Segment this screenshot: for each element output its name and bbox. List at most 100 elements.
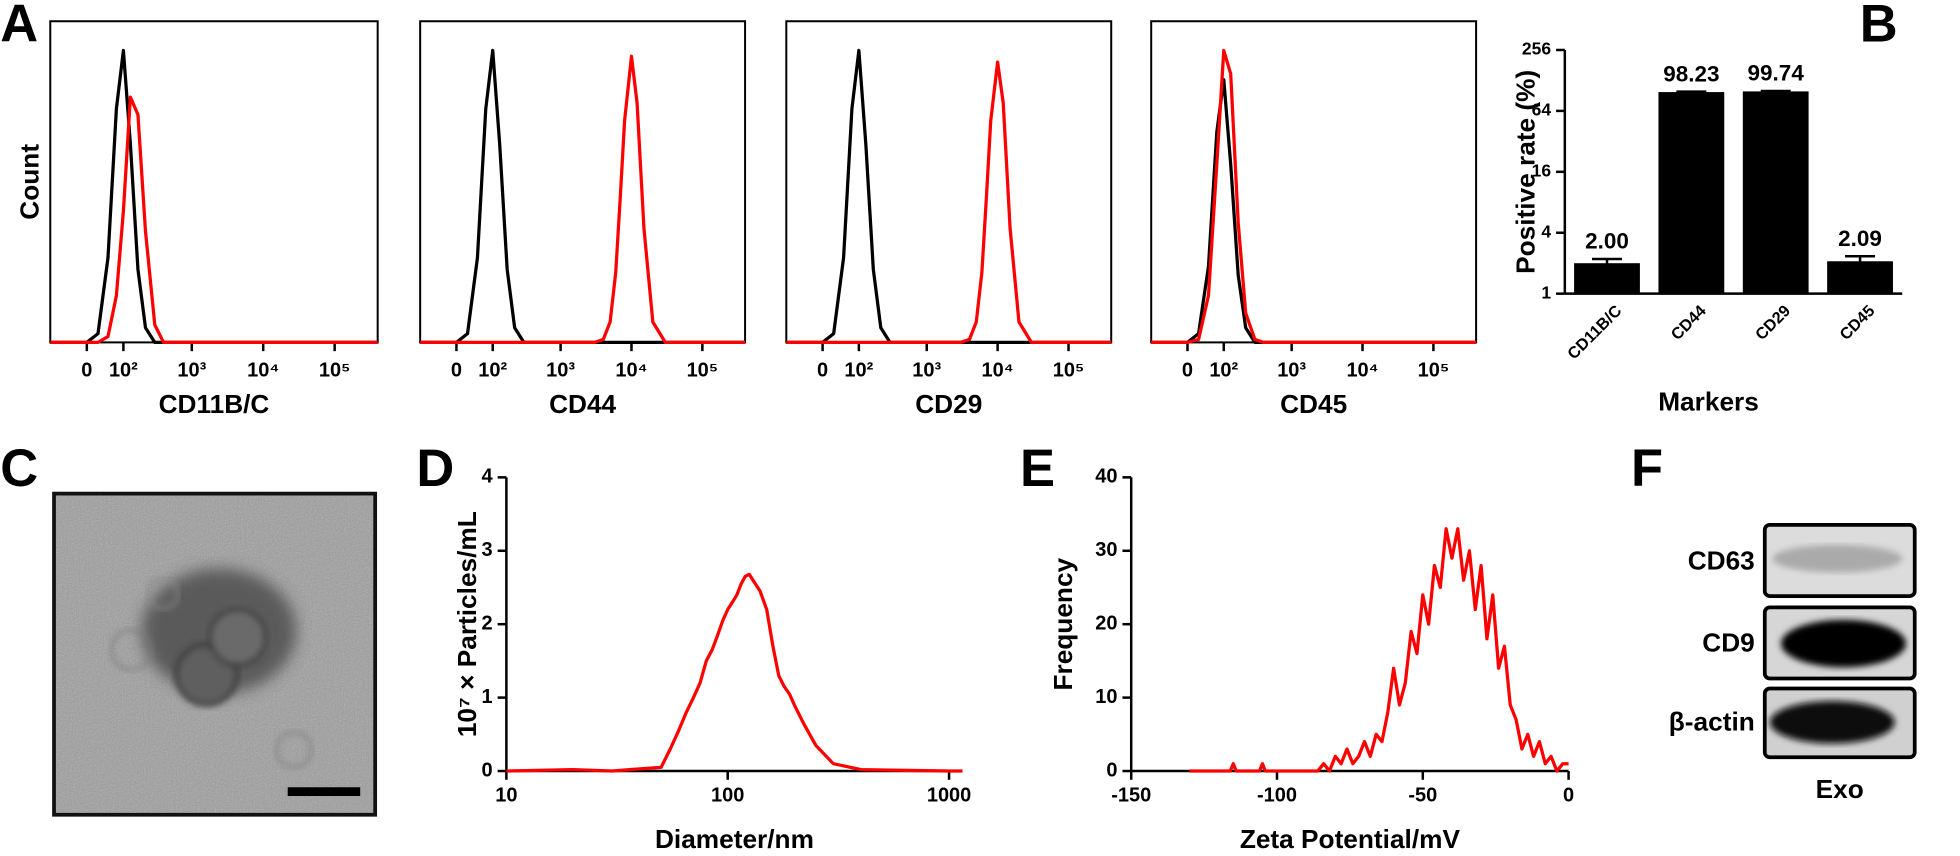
y-tick-label: 30 (1095, 539, 1117, 561)
x-tick-label: 10⁵ (319, 359, 351, 381)
x-tick-label: 1000 (927, 784, 971, 806)
data-line (506, 572, 963, 773)
x-axis-label: Diameter/nm (655, 824, 814, 854)
y-tick-label: 1 (482, 686, 493, 708)
x-tick-label: 10⁴ (615, 359, 647, 381)
bar (1658, 92, 1725, 294)
error-bar (1592, 257, 1623, 268)
x-tick-label: 10⁴ (1346, 359, 1378, 381)
x-axis-label: CD29 (915, 389, 982, 419)
x-tick-label: 10³ (912, 359, 941, 381)
band (1769, 701, 1895, 744)
y-axis-label: Frequency (1048, 557, 1078, 690)
x-axis-label: CD44 (549, 389, 616, 419)
blot-row-label: β-actin (1669, 706, 1755, 736)
x-axis-label: CD11B/C (159, 389, 270, 419)
y-tick-label: 256 (1522, 39, 1551, 59)
bar (1742, 91, 1809, 294)
x-tick-label: -100 (1257, 784, 1297, 806)
x-tick-label: 10² (478, 359, 507, 381)
panel-label: C (0, 439, 38, 498)
x-tick-label: 10⁵ (1418, 359, 1450, 381)
x-tick-label: 10⁴ (982, 359, 1014, 381)
y-tick-label: 4 (482, 466, 493, 488)
western-blot: CD63 CD9 β-actin Exo (1669, 522, 1917, 804)
x-tick-label: 10² (844, 359, 873, 381)
y-axis-label: 10⁷ × Particles/mL (452, 511, 482, 737)
x-tick-label: 10⁵ (1053, 359, 1085, 381)
plot-frame (49, 20, 379, 344)
x-tick-label: 0 (1563, 784, 1574, 806)
x-tick-label: 10³ (546, 359, 575, 381)
blot-row-label: CD9 (1702, 628, 1754, 658)
x-tick-label: 0 (451, 359, 462, 381)
data-line (1189, 527, 1569, 773)
x-tick-label: -150 (1111, 784, 1151, 806)
panel-label: F (1631, 439, 1663, 498)
x-tick-label: 0 (1182, 359, 1193, 381)
error-bar (1845, 255, 1876, 267)
micrograph-border (52, 491, 378, 817)
vesicle (146, 577, 179, 610)
y-tick-label: 0 (1106, 759, 1117, 781)
scale-bar (287, 787, 361, 797)
band (1781, 619, 1906, 668)
band (1772, 544, 1903, 573)
y-tick-label: 20 (1095, 612, 1117, 634)
x-tick-label: 10⁵ (687, 359, 719, 381)
data-line (1151, 78, 1477, 345)
x-tick-label: 0 (81, 359, 92, 381)
error-bar (1760, 89, 1791, 93)
blot-row-label: CD63 (1688, 545, 1755, 575)
y-tick-label: 10 (1095, 686, 1117, 708)
y-tick-label: 1 (1541, 282, 1551, 302)
x-axis-label: CD45 (1280, 389, 1347, 419)
y-tick-label: 40 (1095, 466, 1117, 488)
data-line (420, 48, 746, 345)
data-line (786, 48, 1112, 345)
data-line (420, 54, 746, 345)
data-line (50, 48, 378, 345)
panel-label: D (416, 439, 454, 498)
vesicle (275, 731, 313, 769)
panel-label: E (1020, 439, 1055, 498)
y-tick-label: 2 (482, 612, 493, 634)
x-axis-label: Markers (1658, 387, 1759, 417)
plot-frame (419, 20, 747, 344)
x-tick-label: 10 (495, 784, 517, 806)
x-tick-label: 10² (1209, 359, 1238, 381)
x-tick-label: 10² (109, 359, 138, 381)
y-axis-label: Count (14, 144, 44, 220)
micrograph (52, 491, 378, 817)
value-label: 2.09 (1838, 226, 1882, 251)
x-tick-label: 10³ (1277, 359, 1306, 381)
x-tick-label: CD45 (1836, 302, 1878, 344)
plot-frame (1150, 20, 1478, 344)
plot-frame (785, 20, 1113, 344)
y-tick-label: 64 (1532, 100, 1552, 120)
data-line (50, 95, 378, 345)
x-tick-label: CD44 (1668, 302, 1710, 344)
x-tick-label: 0 (817, 359, 828, 381)
y-axis-label: Positive rate (%) (1510, 70, 1540, 274)
blot-lane-label: Exo (1816, 774, 1864, 804)
value-label: 2.00 (1585, 229, 1629, 254)
y-tick-label: 0 (482, 759, 493, 781)
bar (1574, 263, 1640, 294)
value-label: 98.23 (1663, 61, 1719, 86)
y-tick-label: 4 (1541, 221, 1551, 241)
vesicle (208, 607, 268, 667)
x-tick-label: 100 (711, 784, 744, 806)
value-label: 99.74 (1748, 61, 1805, 86)
y-tick-label: 16 (1532, 160, 1552, 180)
x-tick-label: 10³ (177, 359, 206, 381)
x-tick-label: -50 (1408, 784, 1437, 806)
x-axis-label: Zeta Potential/mV (1240, 824, 1461, 854)
panel-label: A (0, 0, 38, 53)
data-line (786, 60, 1112, 345)
x-tick-label: CD11B/C (1564, 302, 1625, 363)
x-tick-label: CD29 (1752, 302, 1794, 344)
data-line (1151, 48, 1477, 345)
x-tick-label: 10⁴ (247, 359, 279, 381)
